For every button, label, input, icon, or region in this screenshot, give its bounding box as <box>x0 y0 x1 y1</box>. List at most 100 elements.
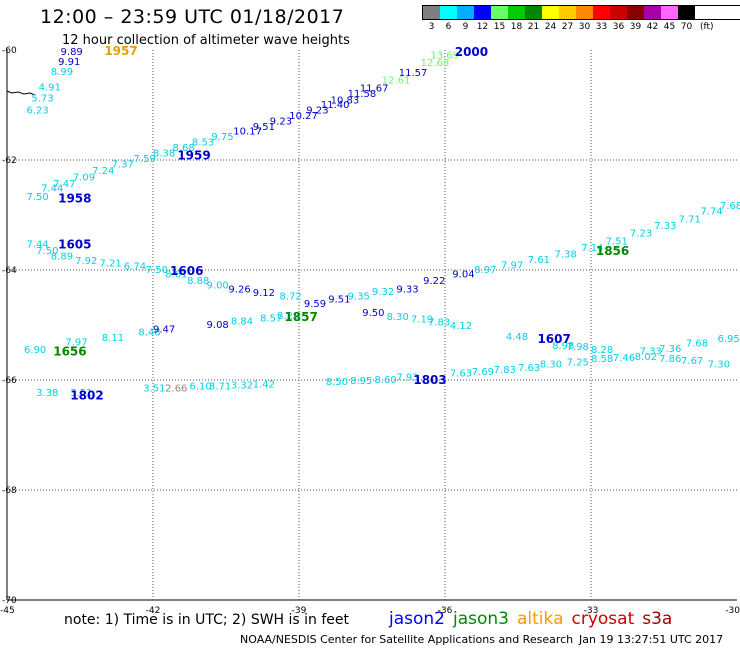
wave-height-value: 7.51 <box>606 236 628 247</box>
wave-height-value: 9.04 <box>452 269 474 280</box>
legend-label-45: 45 <box>663 22 676 32</box>
legend-swatch-24 <box>542 6 559 19</box>
wave-height-value: 9.26 <box>228 285 250 296</box>
wave-height-value: 7.21 <box>99 258 121 269</box>
wave-height-value: 7.86 <box>659 354 681 365</box>
wave-height-value: 8.61 <box>165 269 187 280</box>
wave-height-value: 7.37 <box>112 159 134 170</box>
wave-height-value: 7.30 <box>708 360 730 371</box>
wave-height-value: 8.89 <box>51 252 73 263</box>
pass-time-label: 1856 <box>596 244 629 258</box>
wave-height-value: 9.89 <box>61 47 83 58</box>
pass-time-label: 1959 <box>177 149 210 163</box>
wave-height-value: 8.38 <box>153 148 175 159</box>
wave-height-value: 9.08 <box>207 320 229 331</box>
legend-label-33: 33 <box>595 22 608 32</box>
wave-height-value: 8.98 <box>552 341 574 352</box>
wave-height-value: 5.73 <box>31 93 53 104</box>
lat-label: -70 <box>2 596 17 606</box>
legend-label-27: 27 <box>561 22 574 32</box>
sat-label-altika: altika <box>517 609 564 629</box>
lon-label: -42 <box>146 606 161 616</box>
wave-height-value: 7.68 <box>686 339 708 350</box>
wave-height-value: 9.51 <box>328 295 350 306</box>
wave-height-value: 7.44 <box>41 184 63 195</box>
pass-time-label: 1607 <box>537 332 570 346</box>
wave-height-value: 11.57 <box>399 68 428 79</box>
wave-height-value: 8.50 <box>326 377 348 388</box>
legend-swatch-70 <box>678 6 695 19</box>
legend-swatch-45 <box>661 6 678 19</box>
legend-label-12: 12 <box>476 22 489 32</box>
footer-note: note: 1) Time is in UTC; 2) SWH is in fe… <box>64 612 350 628</box>
wave-height-value: 9.75 <box>211 132 233 143</box>
wave-height-value: 3.51 <box>70 388 92 399</box>
pass-time-label: 1803 <box>413 373 446 387</box>
satellite-legend: jason2 jason3 altika cryosat s3a <box>389 609 680 629</box>
wave-height-value: 12.61 <box>382 76 411 87</box>
wave-height-value: 7.33 <box>654 221 676 232</box>
wave-height-value: 8.99 <box>51 67 73 78</box>
wave-height-value: 7.47 <box>53 179 75 190</box>
wave-height-value: 6.74 <box>124 262 146 273</box>
pass-time-label: 1656 <box>53 344 86 358</box>
wave-height-value: 7.36 <box>659 344 681 355</box>
wave-height-value: 7.67 <box>681 356 703 367</box>
wave-height-value: 9.59 <box>304 299 326 310</box>
wave-height-value: 7.46 <box>613 353 635 364</box>
wave-height-value: 8.58 <box>591 354 613 365</box>
legend-label-36: 36 <box>612 22 625 32</box>
wave-height-value: 9.51 <box>253 122 275 133</box>
sat-label-jason2: jason2 <box>389 609 445 629</box>
wave-height-value: 8.11 <box>102 333 124 344</box>
pass-time-label: 1802 <box>70 388 103 402</box>
legend-swatch-36 <box>610 6 627 19</box>
wave-height-value: 3.71 <box>209 382 231 393</box>
legend-swatch-6 <box>440 6 457 19</box>
sat-label-jason3: jason3 <box>453 609 509 629</box>
wave-height-value: 7.44 <box>26 240 48 251</box>
map-title: 12:00 – 23:59 UTC 01/18/2017 <box>40 6 345 28</box>
wave-height-value: 7.92 <box>75 256 97 267</box>
wave-height-value: 6.23 <box>26 105 48 116</box>
wave-height-value: 8.97 <box>474 265 496 276</box>
legend-labels: 3 6 9 12 15 18 21 24 27 30 33 36 39 42 45 70 (ft) <box>422 20 740 32</box>
wave-height-value: 2.66 <box>165 384 187 395</box>
wave-height-value: 10.27 <box>289 111 318 122</box>
legend-label-3: 3 <box>428 22 435 32</box>
wave-height-value: 7.38 <box>555 250 577 261</box>
wave-height-value: 7.50 <box>146 265 168 276</box>
wave-height-value: 7.83 <box>494 365 516 376</box>
legend-swatches <box>422 5 740 20</box>
legend-unit: (ft) <box>700 22 714 32</box>
wave-height-value: 7.83 <box>428 318 450 329</box>
legend-label-15: 15 <box>493 22 506 32</box>
legend-label-42: 42 <box>646 22 659 32</box>
wave-height-value: 6.10 <box>190 382 212 393</box>
legend-swatch-27 <box>559 6 576 19</box>
wave-height-value: 7.23 <box>630 229 652 240</box>
legend-swatch-21 <box>525 6 542 19</box>
legend-swatch-30 <box>576 6 593 19</box>
credit-text: NOAA/NESDIS Center for Satellite Applica… <box>240 633 574 646</box>
wave-height-value: 4.48 <box>506 332 528 343</box>
wave-height-value: 9.91 <box>58 57 80 68</box>
wave-height-value: 9.32 <box>372 287 394 298</box>
generated-timestamp: Jan 19 13:27:51 UTC 2017 <box>579 633 724 646</box>
wave-height-value: 8.68 <box>172 143 194 154</box>
lat-label: -66 <box>2 376 17 386</box>
wave-height-value: 7.98 <box>567 342 589 353</box>
wave-height-value: 9.12 <box>253 288 275 299</box>
lon-label: -30 <box>725 606 740 616</box>
wave-height-value: 6.90 <box>24 345 46 356</box>
pass-time-label: 1606 <box>170 264 203 278</box>
wave-height-value: 8.95 <box>350 376 372 387</box>
legend-swatch-18 <box>508 6 525 19</box>
wave-height-value: 8.84 <box>231 317 253 328</box>
wave-height-value: 11.67 <box>360 83 389 94</box>
wave-height-value: 8.30 <box>387 312 409 323</box>
wave-height-value: 7.71 <box>679 214 701 225</box>
wave-height-value: 13.69 <box>430 50 459 61</box>
legend-label-6: 6 <box>445 22 452 32</box>
wave-height-value: 8.72 <box>280 291 302 302</box>
